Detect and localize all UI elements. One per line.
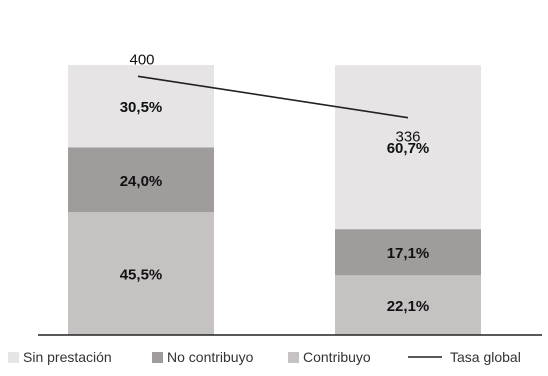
segment-label-2-2: 17,1% <box>387 245 430 262</box>
legend-swatch-3 <box>288 352 299 363</box>
line-layer: 400 336 <box>129 51 420 145</box>
line-point-label-1: 400 <box>129 51 154 68</box>
segment-label-1-1: 45,5% <box>120 267 163 284</box>
segment-label-2-3: 60,7% <box>387 140 430 157</box>
legend-label-2: No contribuyo <box>167 349 254 365</box>
line-point-label-2: 336 <box>395 129 420 146</box>
legend-label-4: Tasa global <box>450 349 521 365</box>
bar-segment-2-3 <box>335 65 481 230</box>
segment-label-1-2: 24,0% <box>120 173 163 190</box>
bar-segment-2-1 <box>335 275 481 335</box>
bar-segment-1-1 <box>68 212 214 335</box>
bars-layer <box>68 65 481 335</box>
bar-segment-1-2 <box>68 147 214 213</box>
legend-swatch-1 <box>8 352 19 363</box>
legend-swatch-2 <box>152 352 163 363</box>
segment-label-1-3: 30,5% <box>120 99 163 116</box>
legend-label-3: Contribuyo <box>303 349 371 365</box>
bar-segment-2-2 <box>335 229 481 276</box>
segment-labels-layer: 45,5% 24,0% 30,5% 22,1% 17,1% 60,7% <box>120 99 430 315</box>
segment-label-2-1: 22,1% <box>387 298 430 315</box>
line-series-tasa-global <box>137 75 409 119</box>
bar-segment-1-3 <box>68 65 214 148</box>
legend-label-1: Sin prestación <box>23 349 112 365</box>
legend: Sin prestación No contribuyo Contribuyo Tas… <box>8 349 521 365</box>
